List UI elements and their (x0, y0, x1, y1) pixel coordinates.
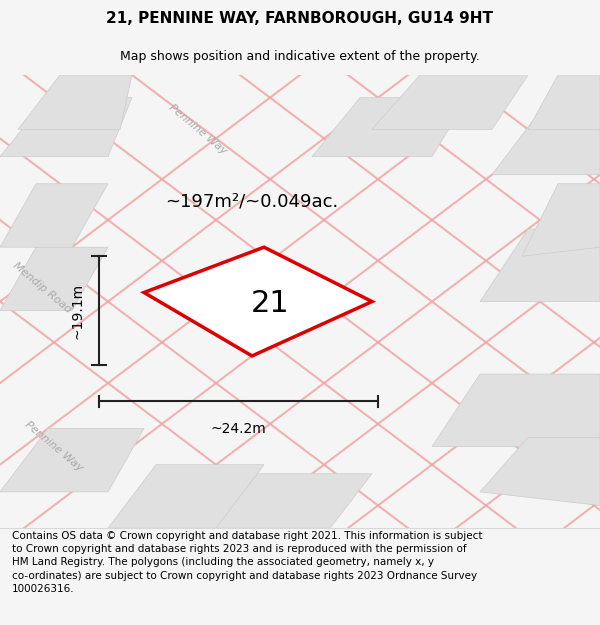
Polygon shape (372, 75, 528, 129)
Polygon shape (480, 438, 600, 506)
Text: Mendip Road: Mendip Road (11, 261, 73, 315)
Text: Map shows position and indicative extent of the property.: Map shows position and indicative extent… (120, 50, 480, 62)
Text: Pennine Way: Pennine Way (167, 102, 229, 156)
Polygon shape (0, 184, 108, 247)
Text: ~197m²/~0.049ac.: ~197m²/~0.049ac. (166, 193, 338, 211)
Polygon shape (312, 98, 468, 156)
Polygon shape (0, 429, 144, 492)
Polygon shape (144, 247, 372, 356)
Polygon shape (522, 184, 600, 256)
Polygon shape (108, 465, 264, 528)
Polygon shape (0, 247, 108, 311)
Text: ~19.1m: ~19.1m (70, 282, 84, 339)
Polygon shape (528, 75, 600, 129)
Text: Contains OS data © Crown copyright and database right 2021. This information is : Contains OS data © Crown copyright and d… (12, 531, 482, 594)
Text: 21, PENNINE WAY, FARNBOROUGH, GU14 9HT: 21, PENNINE WAY, FARNBOROUGH, GU14 9HT (107, 11, 493, 26)
Text: Pennine Way: Pennine Way (23, 419, 85, 474)
Polygon shape (432, 374, 600, 446)
Polygon shape (210, 474, 372, 528)
Polygon shape (492, 111, 600, 174)
Polygon shape (480, 229, 600, 301)
Polygon shape (0, 98, 132, 156)
Text: ~24.2m: ~24.2m (211, 422, 266, 436)
Text: 21: 21 (251, 289, 289, 318)
Polygon shape (18, 75, 132, 129)
